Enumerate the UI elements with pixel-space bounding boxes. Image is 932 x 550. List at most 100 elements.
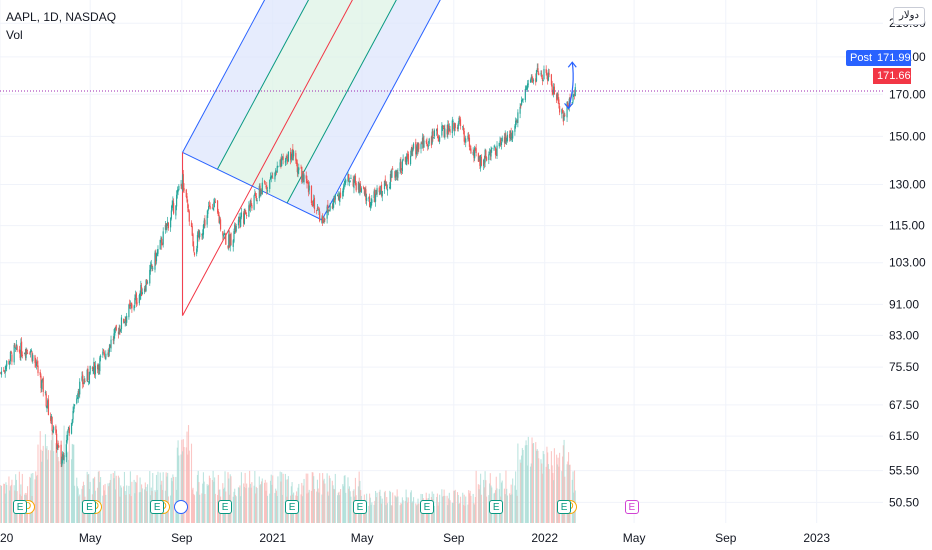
candle-body: [342, 190, 344, 197]
candle-body: [56, 433, 58, 449]
earnings-event-marker[interactable]: E: [218, 500, 233, 514]
volume-bar: [515, 489, 517, 523]
candle-body: [275, 171, 278, 173]
candle-body: [327, 204, 329, 210]
volume-bar: [449, 500, 451, 523]
volume-bar: [526, 445, 528, 523]
volume-indicator-label[interactable]: Vol: [6, 28, 23, 42]
volume-bar: [301, 496, 304, 523]
volume-bar: [321, 494, 323, 523]
earnings-event-marker[interactable]: E: [150, 500, 165, 514]
candle-body: [82, 374, 84, 385]
symbol-title[interactable]: AAPL, 1D, NASDAQ: [6, 10, 117, 24]
earnings-event-marker[interactable]: E: [13, 500, 28, 514]
time-axis[interactable]: 2020 May Sep 2021 May Sep 2022 May Sep 2023: [0, 531, 830, 545]
candle-body: [282, 156, 284, 160]
pitchfork-channel[interactable]: [182, 0, 559, 316]
split-event-marker[interactable]: [174, 500, 189, 514]
candle-body: [526, 83, 529, 89]
candle-body: [515, 120, 517, 127]
candle-body: [371, 199, 373, 203]
candle-body: [521, 100, 523, 105]
volume-bar: [67, 451, 69, 523]
volume-bar: [117, 475, 120, 523]
candle-body: [94, 363, 96, 376]
candle-body: [248, 205, 250, 217]
candle-body: [436, 129, 438, 132]
earnings-event-marker[interactable]: E: [352, 500, 367, 514]
candle-body: [32, 355, 34, 362]
volume-bar: [34, 479, 36, 523]
candle-body: [338, 195, 340, 201]
earnings-event-marker[interactable]: E: [419, 500, 434, 514]
volume-bar: [505, 470, 507, 523]
candle-body: [328, 210, 330, 212]
volume-bar: [265, 490, 267, 523]
volume-bar: [417, 498, 419, 523]
candle-body: [568, 98, 570, 107]
volume-bar: [282, 473, 284, 523]
candle-body: [344, 180, 346, 184]
candle-body: [208, 205, 210, 207]
volume-bar: [183, 446, 185, 523]
candle-body: [291, 149, 293, 157]
candle-body: [51, 417, 53, 432]
candle-body: [420, 143, 422, 149]
candle-body: [5, 365, 7, 369]
volume-bar: [237, 487, 239, 523]
earnings-event-marker[interactable]: E: [624, 500, 639, 514]
volume-bar: [172, 474, 174, 523]
volume-bar: [439, 494, 441, 523]
candle-body: [173, 203, 175, 214]
earnings-event-marker[interactable]: E: [82, 500, 97, 514]
candle-body: [19, 352, 21, 358]
candle-body: [154, 252, 156, 270]
candle-body: [348, 174, 350, 180]
volume-bar: [390, 505, 392, 523]
candle-body: [72, 410, 74, 420]
candle-body: [535, 78, 537, 83]
earnings-event-marker[interactable]: E: [557, 500, 572, 514]
candle-body: [279, 159, 281, 167]
candle-body: [360, 188, 362, 193]
candle-body: [254, 193, 257, 197]
candle-body: [469, 148, 471, 150]
volume-bar: [337, 495, 339, 523]
candle-body: [9, 351, 12, 362]
candle-body: [61, 459, 63, 466]
volume-bar: [363, 505, 365, 523]
volume-bar: [131, 481, 133, 523]
volume-bar: [468, 493, 470, 523]
currency-label[interactable]: دولار: [893, 7, 925, 25]
candle-body: [34, 355, 36, 363]
candle-body: [8, 360, 10, 365]
volume-bar: [214, 477, 216, 523]
candle-body: [313, 199, 315, 206]
candle-body: [10, 351, 12, 353]
volume-bar: [176, 447, 178, 523]
volume-bar: [114, 471, 116, 523]
candle-body: [0, 372, 2, 374]
candle-body: [354, 175, 357, 185]
volume-bar: [386, 503, 389, 523]
candle-body: [269, 179, 271, 189]
volume-bar: [311, 472, 313, 523]
volume-bar: [62, 451, 64, 523]
candle-body: [259, 185, 261, 196]
candle-body: [180, 184, 182, 186]
candle-body: [494, 147, 497, 155]
candle-body: [421, 143, 423, 145]
volume-bar: [540, 459, 542, 523]
volume-bar: [209, 477, 211, 523]
volume-bar: [44, 434, 47, 523]
volume-bar: [70, 459, 73, 523]
earnings-event-marker[interactable]: E: [489, 500, 504, 514]
earnings-event-marker[interactable]: E: [285, 500, 300, 514]
candle-body: [26, 352, 29, 354]
volume-bar: [53, 451, 55, 523]
candle-body: [240, 212, 243, 218]
volume-bar: [182, 439, 184, 523]
price-axis[interactable]: 210.00190.00170.00150.00130.00115.00103.…: [889, 16, 926, 509]
volume-bar: [52, 432, 54, 523]
